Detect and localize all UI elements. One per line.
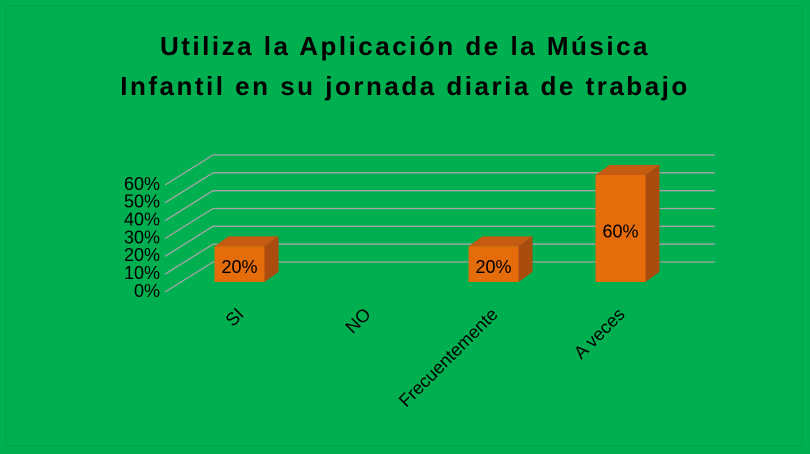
bar — [214, 246, 265, 282]
value-label: 60% — [602, 221, 638, 241]
bar-top — [595, 165, 660, 175]
grid-line — [164, 190, 715, 222]
y-tick-label: 60% — [124, 174, 160, 194]
value-label: 20% — [475, 257, 511, 277]
bar — [468, 246, 519, 282]
value-label: 20% — [221, 257, 257, 277]
grid-line — [164, 207, 715, 240]
bar-side — [518, 236, 533, 282]
chart-title: Infantil en su jornada diaria de trabajo — [120, 71, 690, 101]
y-tick-label: 40% — [124, 209, 160, 229]
grid-line — [164, 172, 715, 204]
y-tick-label: 10% — [124, 263, 160, 283]
grid-line — [164, 243, 715, 275]
y-tick-label: 50% — [124, 192, 160, 212]
grid-line — [164, 154, 715, 186]
bar-side — [264, 236, 279, 282]
y-tick-label: 20% — [124, 245, 160, 265]
frame — [5, 5, 803, 447]
y-tick-label: 0% — [134, 281, 160, 301]
bar — [595, 175, 646, 282]
y-tick-label: 30% — [124, 227, 160, 247]
grid-line — [164, 261, 715, 293]
bar-side — [645, 165, 660, 282]
bar-top — [214, 236, 279, 247]
bar-top — [468, 236, 533, 247]
chart-title: Utiliza la Aplicación de la Música — [160, 31, 650, 61]
grid-line — [164, 225, 715, 257]
